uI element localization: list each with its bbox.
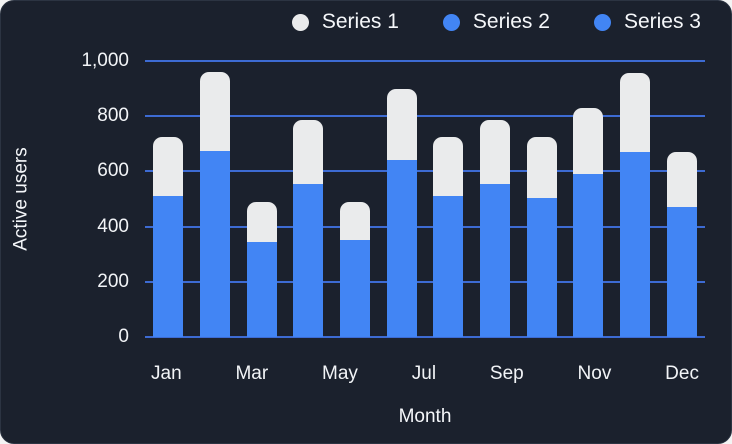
- bar-segment-series-1: [246, 201, 277, 242]
- bar-segment-series-2: [386, 160, 417, 249]
- gridline: [145, 60, 705, 62]
- bar-segment-series-1: [666, 152, 697, 208]
- y-tick-label: 600: [97, 160, 129, 182]
- legend-item-series-1[interactable]: Series 1: [291, 10, 399, 34]
- y-tick-label: 400: [97, 215, 129, 237]
- y-tick-label: 1,000: [81, 50, 129, 71]
- x-tick-label: Jan: [151, 363, 182, 384]
- bar-segment-series-3: [340, 288, 370, 337]
- legend-item-series-3[interactable]: Series 3: [593, 10, 701, 34]
- legend-item-series-2[interactable]: Series 2: [442, 10, 550, 34]
- x-tick-label: May: [322, 363, 358, 384]
- series-2-dot-icon: [442, 13, 460, 31]
- y-tick-label: 200: [97, 270, 129, 292]
- x-tick-label: Jul: [411, 363, 437, 384]
- legend-label: Series 2: [472, 10, 550, 33]
- bar-mar[interactable]: [246, 201, 277, 337]
- bar-segment-series-1: [293, 120, 324, 184]
- y-axis-title: Active users: [11, 147, 33, 251]
- gridline: [145, 115, 705, 118]
- bar-may[interactable]: [340, 201, 370, 337]
- bar-segment-series-3: [573, 255, 604, 337]
- y-tick-label: 0: [118, 326, 129, 347]
- bar-segment-series-1: [386, 88, 417, 161]
- bar-segment-series-3: [293, 261, 324, 337]
- bar-segment-series-3: [200, 244, 230, 337]
- bar-segment-series-3: [386, 248, 417, 337]
- bar-segment-series-2: [200, 150, 230, 245]
- y-axis-ticks: 1,000 800 600 400 200 0: [41, 50, 129, 347]
- gridline: [145, 170, 705, 173]
- y-tick-label: 800: [97, 105, 129, 127]
- bar-jun[interactable]: [386, 88, 417, 337]
- bar-jul[interactable]: [433, 136, 464, 337]
- bar-segment-series-2: [340, 240, 370, 289]
- x-axis-ticks: Jan Mar May Jul Sep Nov Dec: [151, 363, 699, 385]
- bar-oct[interactable]: [573, 107, 604, 337]
- bar-segment-series-2: [433, 196, 464, 267]
- legend-label: Series 1: [321, 10, 399, 33]
- bar-segment-series-2: [666, 207, 697, 273]
- plot-area: [145, 60, 705, 338]
- bar-segment-series-1: [153, 136, 184, 197]
- bar-segment-series-1: [573, 107, 604, 175]
- bar-segment-series-3: [480, 261, 510, 337]
- x-tick-label: Mar: [235, 363, 269, 384]
- x-tick-label: Sep: [489, 363, 524, 384]
- bar-segment-series-3: [433, 266, 464, 337]
- bar-segment-series-2: [620, 152, 650, 245]
- bar-segment-series-3: [246, 290, 277, 337]
- series-3-dot-icon: [593, 13, 611, 31]
- bar-sep[interactable]: [526, 136, 557, 337]
- bar-segment-series-1: [200, 72, 230, 151]
- series-1-dot-icon: [291, 13, 309, 31]
- bar-segment-series-2: [480, 183, 510, 262]
- bar-dec[interactable]: [666, 152, 697, 337]
- gridline: [145, 336, 705, 338]
- legend: Series 1 Series 2 Series 3: [291, 10, 701, 34]
- bar-feb[interactable]: [200, 72, 230, 337]
- bar-segment-series-3: [153, 266, 184, 337]
- bar-aug[interactable]: [480, 120, 510, 337]
- bar-segment-series-1: [480, 120, 510, 184]
- bar-jan[interactable]: [153, 136, 184, 337]
- bar-segment-series-2: [526, 197, 557, 267]
- bar-segment-series-1: [340, 201, 370, 241]
- bar-nov[interactable]: [620, 73, 650, 337]
- bar-segment-series-2: [246, 241, 277, 291]
- bar-segment-series-3: [526, 266, 557, 337]
- bar-segment-series-1: [433, 136, 464, 197]
- x-tick-label: Dec: [665, 363, 699, 384]
- x-tick-label: Nov: [577, 363, 612, 384]
- legend-label: Series 3: [623, 10, 701, 33]
- bar-apr[interactable]: [293, 120, 324, 337]
- x-axis-title: Month: [398, 406, 452, 427]
- bar-segment-series-2: [573, 174, 604, 256]
- bar-segment-series-2: [153, 196, 184, 267]
- gridline: [145, 280, 705, 283]
- bar-segment-series-1: [526, 136, 557, 198]
- gridline: [145, 225, 705, 228]
- bar-segment-series-3: [666, 272, 697, 337]
- bar-segment-series-2: [293, 183, 324, 262]
- bar-segment-series-3: [620, 244, 650, 337]
- bar-segment-series-1: [620, 73, 650, 153]
